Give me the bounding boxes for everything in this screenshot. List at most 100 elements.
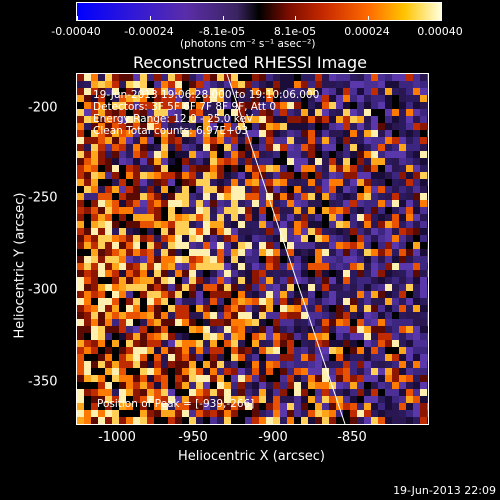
heatmap-pixel [245, 172, 252, 179]
heatmap-pixel [217, 109, 224, 116]
heatmap-pixel [301, 158, 308, 165]
heatmap-pixel [119, 242, 126, 249]
heatmap-pixel [238, 270, 245, 277]
heatmap-pixel [189, 249, 196, 256]
heatmap-pixel [77, 382, 84, 389]
heatmap-pixel [245, 165, 252, 172]
heatmap-pixel [273, 214, 280, 221]
heatmap-pixel [112, 389, 119, 396]
heatmap-pixel [399, 242, 406, 249]
heatmap-pixel [427, 242, 428, 249]
heatmap-pixel [91, 389, 98, 396]
heatmap-pixel [161, 123, 168, 130]
heatmap-pixel [210, 382, 217, 389]
heatmap-pixel [280, 312, 287, 319]
heatmap-pixel [266, 319, 273, 326]
heatmap-pixel [420, 389, 427, 396]
heatmap-pixel [133, 144, 140, 151]
heatmap-pixel [413, 165, 420, 172]
heatmap-pixel [329, 403, 336, 410]
heatmap-pixel [315, 130, 322, 137]
heatmap-pixel [378, 172, 385, 179]
heatmap-pixel [126, 340, 133, 347]
heatmap-pixel [315, 214, 322, 221]
heatmap-pixel [273, 130, 280, 137]
heatmap-pixel [378, 270, 385, 277]
heatmap-pixel [287, 347, 294, 354]
heatmap-pixel [266, 242, 273, 249]
heatmap-pixel [406, 235, 413, 242]
heatmap-pixel [413, 186, 420, 193]
heatmap-pixel [245, 144, 252, 151]
heatmap-pixel [182, 375, 189, 382]
heatmap-pixel [406, 207, 413, 214]
heatmap-pixel [196, 291, 203, 298]
heatmap-pixel [210, 109, 217, 116]
heatmap-pixel [154, 319, 161, 326]
heatmap-pixel [427, 277, 428, 284]
time-range-label: 19-Jun-2013 19:06:28.000 to 19:10:06.000 [93, 89, 320, 101]
heatmap-pixel [315, 207, 322, 214]
heatmap-pixel [371, 256, 378, 263]
heatmap-pixel [91, 291, 98, 298]
heatmap-pixel [364, 179, 371, 186]
heatmap-pixel [91, 172, 98, 179]
heatmap-pixel [203, 354, 210, 361]
heatmap-pixel [98, 368, 105, 375]
heatmap-pixel [203, 81, 210, 88]
heatmap-pixel [329, 305, 336, 312]
heatmap-pixel [315, 326, 322, 333]
heatmap-pixel [238, 403, 245, 410]
heatmap-pixel [119, 186, 126, 193]
heatmap-pixel [133, 277, 140, 284]
heatmap-pixel [210, 130, 217, 137]
heatmap-pixel [357, 200, 364, 207]
heatmap-pixel [238, 186, 245, 193]
heatmap-pixel [217, 305, 224, 312]
colorbar-tick-label: 8.1e-05 [273, 25, 317, 38]
heatmap-pixel [231, 375, 238, 382]
heatmap-pixel [168, 116, 175, 123]
heatmap-pixel [84, 326, 91, 333]
heatmap-pixel [175, 130, 182, 137]
heatmap-pixel [196, 354, 203, 361]
heatmap-pixel [399, 151, 406, 158]
heatmap-pixel [406, 319, 413, 326]
heatmap-pixel [301, 340, 308, 347]
heatmap-pixel [238, 179, 245, 186]
heatmap-pixel [308, 186, 315, 193]
heatmap-pixel [238, 396, 245, 403]
heatmap-pixel [357, 263, 364, 270]
heatmap-pixel [126, 403, 133, 410]
heatmap-pixel [427, 298, 428, 305]
heatmap-pixel [315, 221, 322, 228]
heatmap-pixel [189, 361, 196, 368]
heatmap-pixel [280, 403, 287, 410]
heatmap-pixel [119, 74, 126, 81]
heatmap-pixel [406, 151, 413, 158]
heatmap-pixel [399, 263, 406, 270]
heatmap-pixel [231, 242, 238, 249]
heatmap-pixel [308, 228, 315, 235]
heatmap-pixel [224, 270, 231, 277]
heatmap-pixel [315, 74, 322, 81]
heatmap-pixel [91, 95, 98, 102]
heatmap-pixel [77, 88, 84, 95]
heatmap-pixel [252, 375, 259, 382]
heatmap-pixel [343, 158, 350, 165]
heatmap-pixel [133, 151, 140, 158]
heatmap-pixel [399, 354, 406, 361]
heatmap-pixel [294, 228, 301, 235]
heatmap-pixel [245, 291, 252, 298]
heatmap-pixel [287, 123, 294, 130]
heatmap-pixel [84, 347, 91, 354]
heatmap-pixel [210, 333, 217, 340]
heatmap-pixel [112, 144, 119, 151]
heatmap-pixel [91, 158, 98, 165]
heatmap-pixel [371, 228, 378, 235]
heatmap-pixel [266, 165, 273, 172]
heatmap-pixel [280, 326, 287, 333]
heatmap-pixel [133, 326, 140, 333]
heatmap-pixel [126, 368, 133, 375]
heatmap-pixel [252, 284, 259, 291]
